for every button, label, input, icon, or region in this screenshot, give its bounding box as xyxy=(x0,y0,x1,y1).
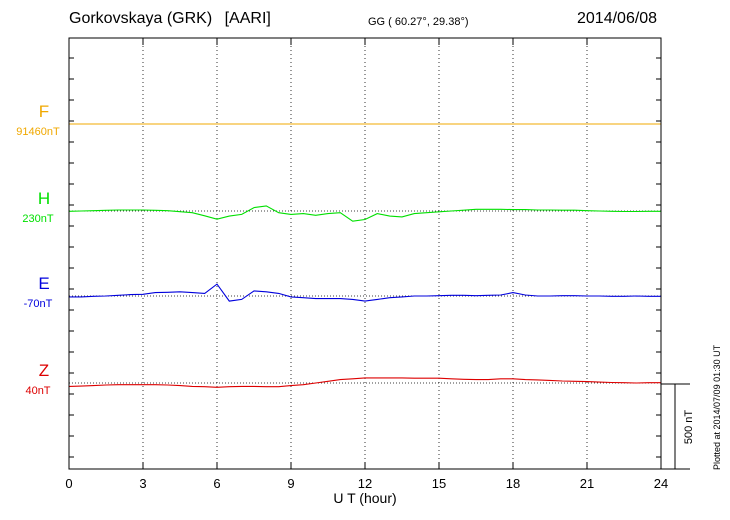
x-tick-label-0: 0 xyxy=(65,476,72,491)
series-line-H xyxy=(68,205,661,222)
geo-coords: GG ( 60.27°, 29.38°) xyxy=(368,16,469,28)
plot-date: 2014/06/08 xyxy=(577,10,658,27)
grid-lines xyxy=(142,38,588,469)
x-tick-label-21: 21 xyxy=(580,476,594,491)
series-label-E: E xyxy=(38,274,49,293)
plotted-at-note: Plotted at 2014/07/09 01:30 UT xyxy=(712,344,722,470)
x-axis-label: U T (hour) xyxy=(333,490,396,506)
series-label-F: F xyxy=(39,102,49,121)
scale-bar-label: 500 nT xyxy=(683,410,695,445)
x-axis-ticks: 0 3 6 9 12 15 18 21 24 xyxy=(65,38,668,491)
station-name: Gorkovskaya (GRK) xyxy=(69,10,213,27)
series-label-Z: Z xyxy=(39,361,49,380)
baseline-value-Z: 40nT xyxy=(25,385,50,397)
x-tick-label-24: 24 xyxy=(654,476,668,491)
series-traces xyxy=(68,123,661,388)
x-tick-label-18: 18 xyxy=(506,476,520,491)
baseline-value-F: 91460nT xyxy=(16,126,60,138)
station-title: Gorkovskaya (GRK) [AARI] xyxy=(69,10,271,28)
series-line-Z xyxy=(68,377,661,388)
x-tick-label-9: 9 xyxy=(287,476,294,491)
series-line-E xyxy=(69,283,661,302)
series-labels: F 91460nT H 230nT E -70nT Z 40nT xyxy=(16,102,60,397)
x-tick-label-12: 12 xyxy=(358,476,372,491)
x-tick-label-15: 15 xyxy=(432,476,446,491)
scale-bar: 500 nT xyxy=(661,383,695,470)
series-label-H: H xyxy=(38,189,50,208)
x-tick-label-3: 3 xyxy=(139,476,146,491)
baseline-value-H: 230nT xyxy=(22,213,53,225)
baseline-value-E: -70nT xyxy=(24,298,53,310)
institute-tag: [AARI] xyxy=(224,10,271,27)
x-tick-label-6: 6 xyxy=(213,476,220,491)
